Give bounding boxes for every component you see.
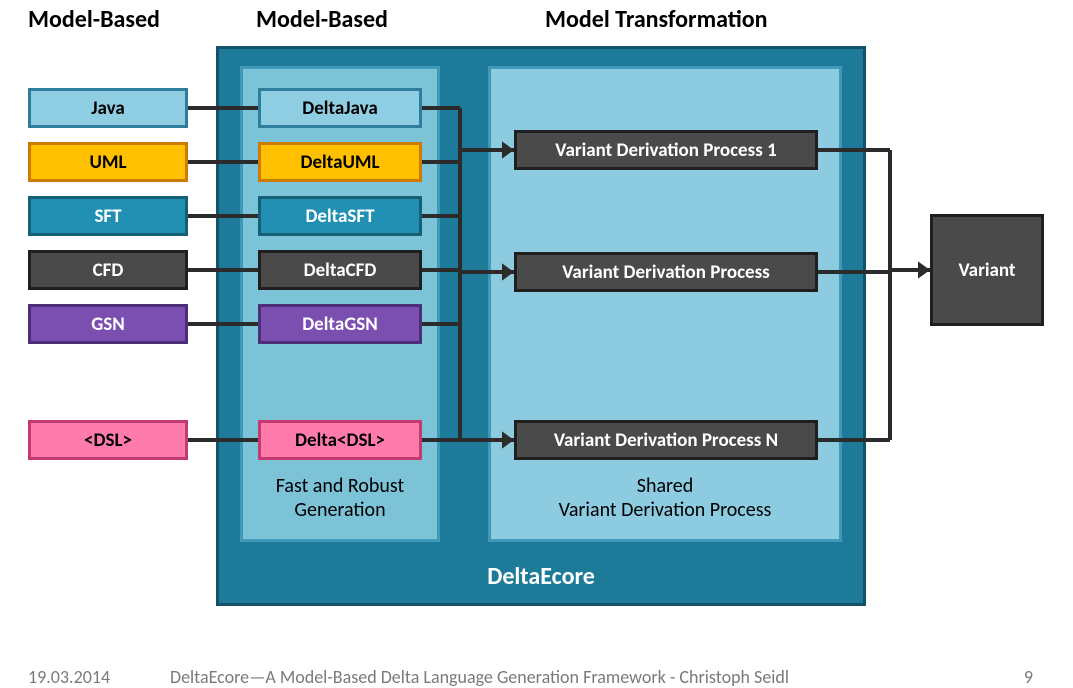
delta-node-1: DeltaUML bbox=[258, 142, 422, 182]
source-node-5: <DSL> bbox=[28, 420, 188, 460]
generation-caption: Fast and RobustGeneration bbox=[240, 474, 440, 522]
header-col3: Model Transformation bbox=[545, 5, 768, 34]
delta-node-3: DeltaCFD bbox=[258, 250, 422, 290]
delta-node-0: DeltaJava bbox=[258, 88, 422, 128]
delta-node-5: Delta<DSL> bbox=[258, 420, 422, 460]
footer-title: DeltaEcore—A Model-Based Delta Language … bbox=[170, 666, 789, 688]
derivation-caption: SharedVariant Derivation Process bbox=[488, 474, 842, 522]
source-node-4: GSN bbox=[28, 304, 188, 344]
variant-node: Variant bbox=[930, 214, 1044, 326]
header-col1: Model-Based bbox=[28, 5, 160, 34]
variant-label: Variant bbox=[959, 259, 1016, 282]
footer-date: 19.03.2014 bbox=[28, 666, 110, 688]
process-node-1: Variant Derivation Process bbox=[514, 252, 818, 292]
source-node-2: SFT bbox=[28, 196, 188, 236]
delta-node-2: DeltaSFT bbox=[258, 196, 422, 236]
deltaecore-label: DeltaEcore bbox=[219, 562, 863, 591]
source-node-1: UML bbox=[28, 142, 188, 182]
header-col2: Model-Based bbox=[256, 5, 388, 34]
footer-page: 9 bbox=[1024, 666, 1033, 688]
process-node-0: Variant Derivation Process 1 bbox=[514, 130, 818, 170]
process-node-2: Variant Derivation Process N bbox=[514, 420, 818, 460]
source-node-3: CFD bbox=[28, 250, 188, 290]
source-node-0: Java bbox=[28, 88, 188, 128]
delta-node-4: DeltaGSN bbox=[258, 304, 422, 344]
